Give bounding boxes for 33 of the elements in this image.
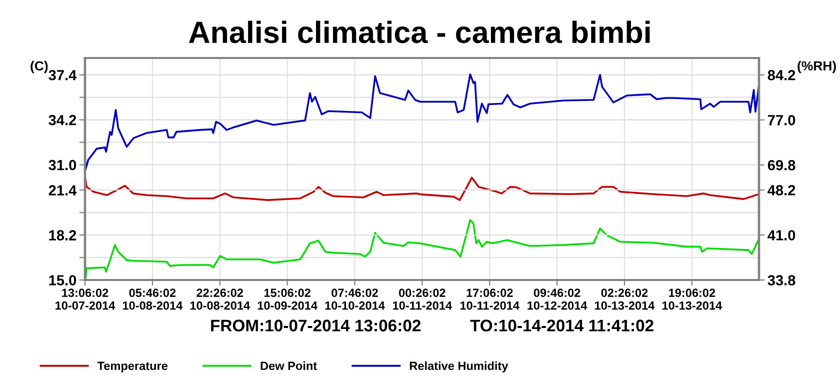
line-series	[85, 176, 759, 201]
y-tick-label: 15.0	[49, 275, 76, 286]
x-tick-label: 09:46:02 10-12-2014	[528, 288, 588, 310]
y-tick-label: 37.4	[48, 70, 77, 80]
chart-title: Analisi climatica - camera bimbi	[188, 20, 650, 44]
line-series	[85, 219, 759, 280]
x-tick-label: 02:26:02 10-13-2014	[595, 288, 655, 310]
y-axis-title: (C)	[30, 60, 48, 74]
y2-axis-title: (%RH)	[798, 60, 836, 74]
y2-tick-label: 41.0	[768, 230, 796, 240]
x-tick-label: 13:06:02 10-07-2014	[56, 288, 116, 310]
y2-tick-label: 84.2	[768, 70, 796, 80]
y-tick-label: 21.4	[48, 185, 77, 196]
y2-tick-label: 33.8	[768, 275, 796, 286]
x-tick-label: 07:46:02 10-10-2014	[325, 288, 385, 310]
y-tick-label: 34.2	[48, 114, 76, 126]
legend-label: Dew Point	[260, 361, 317, 370]
x-tick-label: 15:06:02 10-09-2014	[258, 288, 318, 310]
text: FROM:10-07-2014 13:06:02	[211, 320, 421, 332]
text: TO:10-14-2014 11:41:02	[470, 320, 654, 332]
y-tick-label: 31.0	[48, 160, 76, 170]
x-tick-label: 19:06:02 10-13-2014	[662, 288, 722, 310]
x-tick-label: 22:26:02 10-08-2014	[190, 288, 250, 310]
x-tick-label: 05:46:02 10-08-2014	[122, 288, 183, 310]
x-tick-label: 17:06:02 10-11-2014	[460, 288, 520, 310]
x-tick-label: 00:26:02 10-11-2014	[393, 288, 452, 310]
legend-label: Temperature	[97, 362, 168, 372]
legend-label: Relative Humidity	[410, 361, 508, 372]
y2-tick-label: 69.8	[768, 160, 796, 170]
y-tick-label: 18.2	[49, 230, 76, 240]
y2-tick-label: 77.0	[768, 115, 796, 126]
y2-tick-label: 48.2	[768, 185, 796, 196]
line-series	[85, 73, 759, 171]
